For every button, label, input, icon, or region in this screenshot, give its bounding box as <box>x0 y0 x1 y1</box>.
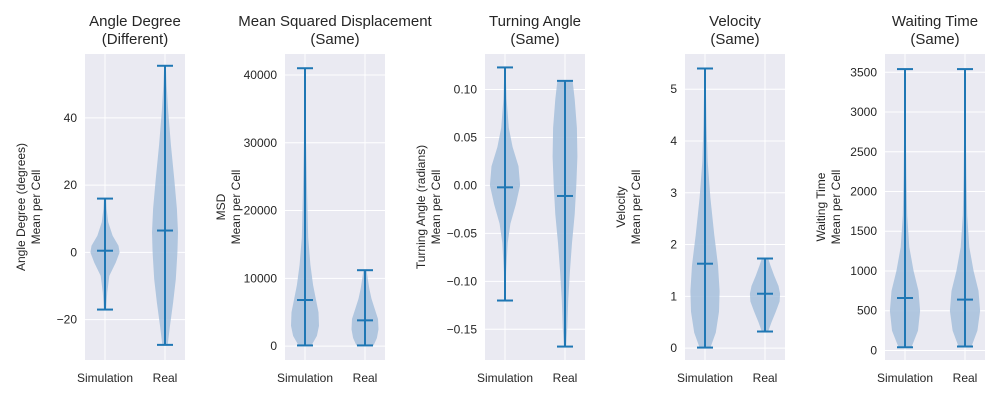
chart-title: (Same) <box>310 31 359 48</box>
y-tick-label: 20 <box>64 178 78 192</box>
y-tick-label: −0.10 <box>447 274 478 288</box>
y-tick-label: 0 <box>670 341 677 355</box>
y-tick-label: 40 <box>64 111 78 125</box>
panel-2: 0 10000 20000 30000 40000 Simulation Real Mean … <box>214 13 433 385</box>
y-tick-label: 5 <box>670 82 677 96</box>
chart-title: (Different) <box>102 31 168 48</box>
x-tick-label: Simulation <box>277 371 333 385</box>
y-tick-label: 1000 <box>850 264 877 278</box>
y-axis-label: Waiting Time <box>814 172 828 241</box>
x-tick-label: Real <box>353 371 378 385</box>
y-tick-label: −0.15 <box>447 322 478 336</box>
y-axis-label: Velocity <box>614 186 628 227</box>
y-tick-label: −0.05 <box>447 226 478 240</box>
chart-title: (Same) <box>710 31 759 48</box>
x-tick-label: Simulation <box>477 371 533 385</box>
x-tick-label: Simulation <box>77 371 133 385</box>
chart-title: (Same) <box>510 31 559 48</box>
y-tick-label: 1500 <box>850 224 877 238</box>
x-tick-label: Simulation <box>677 371 733 385</box>
chart-title: (Same) <box>910 31 959 48</box>
y-tick-label: 2 <box>670 238 677 252</box>
y-tick-label: 40000 <box>244 68 278 82</box>
chart-title: Turning Angle <box>489 13 581 30</box>
y-axis-label: Mean per Cell <box>229 170 243 245</box>
panel-5: 0 500 1000 1500 2000 2500 3000 3500 Simulation Re… <box>814 13 985 385</box>
y-axis-label: Turning Angle (radians) <box>414 145 428 269</box>
y-axis-label: Mean per Cell <box>829 170 843 245</box>
y-tick-label: 500 <box>857 304 877 318</box>
y-tick-label: 3000 <box>850 105 877 119</box>
y-tick-label: 0.00 <box>454 178 478 192</box>
y-tick-label: 0 <box>70 245 77 259</box>
y-tick-label: −20 <box>57 313 78 327</box>
y-tick-label: 0.10 <box>454 82 478 96</box>
y-tick-label: 3 <box>670 186 677 200</box>
y-tick-label: 1 <box>670 289 677 303</box>
x-tick-label: Simulation <box>877 371 933 385</box>
y-tick-label: 30000 <box>244 136 278 150</box>
y-axis-label: Mean per Cell <box>429 170 443 245</box>
y-tick-label: 2000 <box>850 185 877 199</box>
y-tick-label: 10000 <box>244 271 278 285</box>
y-tick-label: 0.05 <box>454 130 478 144</box>
y-tick-label: 0 <box>870 343 877 357</box>
y-axis-label: MSD <box>214 193 228 220</box>
y-axis-label: Mean per Cell <box>29 170 43 245</box>
x-tick-label: Real <box>553 371 578 385</box>
x-tick-label: Real <box>953 371 978 385</box>
chart-title: Angle Degree <box>89 13 181 30</box>
y-tick-label: 4 <box>670 134 677 148</box>
panel-1: −20 0 20 40 Simulation Real Angle Degree(Diffe… <box>14 13 185 385</box>
y-axis-label: Mean per Cell <box>629 170 643 245</box>
y-tick-label: 0 <box>270 339 277 353</box>
y-tick-label: 2500 <box>850 145 877 159</box>
chart-title: Velocity <box>709 13 761 30</box>
y-axis-label: Angle Degree (degrees) <box>14 143 28 271</box>
chart-title: Waiting Time <box>892 13 978 30</box>
y-tick-label: 3500 <box>850 65 877 79</box>
x-tick-label: Real <box>153 371 178 385</box>
y-tick-label: 20000 <box>244 204 278 218</box>
x-tick-label: Real <box>753 371 778 385</box>
panel-3: −0.15 −0.10 −0.05 0.00 0.05 0.10 Simulation Rea… <box>414 13 585 385</box>
chart-title: Mean Squared Displacement <box>238 13 432 30</box>
